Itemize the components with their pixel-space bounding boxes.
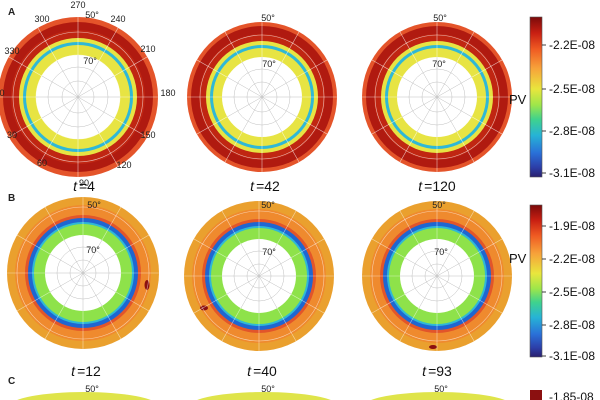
lon-tick-60: 60 bbox=[37, 158, 47, 168]
time-label-a1: t =4 bbox=[73, 178, 95, 194]
colorbar-a-label: PV bbox=[509, 92, 527, 107]
lon-tick-150: 150 bbox=[140, 130, 155, 140]
time-symbol: t bbox=[71, 363, 76, 379]
polar-plot-b2 bbox=[184, 201, 334, 351]
time-label-a2: t =42 bbox=[250, 178, 280, 194]
equals-sign: = bbox=[428, 363, 436, 379]
polar-plot-a3 bbox=[362, 22, 512, 172]
equals-sign: = bbox=[77, 363, 85, 379]
time-label-b3: t =93 bbox=[422, 363, 452, 379]
lon-tick-210: 210 bbox=[140, 44, 155, 54]
time-value: 4 bbox=[87, 178, 95, 194]
colorbar-b-tick-2: -2.2E-08 bbox=[549, 252, 595, 266]
colorbar-b-label: PV bbox=[509, 251, 527, 266]
polar-plot-c3 bbox=[371, 392, 505, 400]
lat-tick-70-a2: 70° bbox=[262, 59, 276, 69]
lon-tick-180: 180 bbox=[160, 88, 175, 98]
panel-b-plots bbox=[7, 197, 512, 351]
colorbar-b: -1.9E-08 -2.2E-08 -2.5E-08 -2.8E-08 -3.1… bbox=[509, 204, 595, 363]
lat-tick-70-a1: 70° bbox=[83, 56, 97, 66]
lon-tick-120: 120 bbox=[116, 160, 131, 170]
lat-tick-50-c3: 50° bbox=[434, 384, 448, 394]
lat-tick-50-a2: 50° bbox=[261, 13, 275, 23]
time-value: 42 bbox=[264, 178, 280, 194]
lat-tick-70-b3: 70° bbox=[434, 247, 448, 257]
time-value: 120 bbox=[432, 178, 456, 194]
lon-tick-90: 90 bbox=[79, 178, 89, 188]
time-symbol: t bbox=[73, 178, 78, 194]
polar-plot-b3 bbox=[362, 201, 512, 351]
time-label-b2: t =40 bbox=[247, 363, 277, 379]
colorbar-a-tick-3: -2.8E-08 bbox=[549, 124, 595, 138]
latitude-ticks-b: 50° 70° 50° 70° 50° 70° bbox=[86, 200, 448, 257]
time-symbol: t bbox=[250, 178, 255, 194]
polar-plot-b1 bbox=[7, 197, 159, 349]
latitude-ticks-a: 50° 70° 50° 70° 50° 70° bbox=[83, 10, 447, 69]
time-value: 12 bbox=[85, 363, 101, 379]
panel-c-plots: 50° 50° 50° bbox=[17, 384, 505, 400]
polar-plot-c2 bbox=[197, 392, 331, 400]
lat-tick-50-a1: 50° bbox=[85, 10, 99, 20]
colorbar-b-tick-4: -2.8E-08 bbox=[549, 318, 595, 332]
lon-tick-240: 240 bbox=[110, 14, 125, 24]
time-label-a3: t =120 bbox=[418, 178, 456, 194]
polar-plot-a1 bbox=[0, 17, 158, 177]
lat-tick-70-b2: 70° bbox=[262, 247, 276, 257]
lat-tick-50-b1: 50° bbox=[87, 200, 101, 210]
panel-c-label: C bbox=[8, 376, 15, 387]
panel-a-plots bbox=[0, 17, 512, 177]
equals-sign: = bbox=[424, 178, 432, 194]
colorbar-c-bar bbox=[530, 390, 542, 400]
equals-sign: = bbox=[253, 363, 261, 379]
panel-a-label: A bbox=[8, 7, 15, 18]
time-labels-b: t =12 t =40 t =93 bbox=[71, 363, 452, 379]
lon-tick-330: 330 bbox=[4, 46, 19, 56]
lon-tick-30: 30 bbox=[7, 130, 17, 140]
colorbar-b-tick-1: -1.9E-08 bbox=[549, 219, 595, 233]
lon-tick-300: 300 bbox=[34, 14, 49, 24]
polar-plot-a2 bbox=[187, 22, 337, 172]
lat-tick-50-b3: 50° bbox=[432, 200, 446, 210]
longitude-ticks: 270 240 210 180 150 120 90 60 30 0 330 3… bbox=[0, 0, 176, 188]
lat-tick-70-b1: 70° bbox=[86, 245, 100, 255]
panel-b-label: B bbox=[8, 193, 15, 204]
colorbar-b-bar bbox=[529, 204, 543, 358]
colorbar-c-tick-1: -1.85-08 bbox=[549, 390, 594, 400]
colorbar-b-tick-3: -2.5E-08 bbox=[549, 285, 595, 299]
lon-tick-0: 0 bbox=[0, 88, 5, 98]
time-label-b1: t =12 bbox=[71, 363, 101, 379]
lat-tick-50-a3: 50° bbox=[433, 13, 447, 23]
colorbar-a-bar bbox=[529, 16, 543, 178]
lat-tick-70-a3: 70° bbox=[432, 59, 446, 69]
equals-sign: = bbox=[256, 178, 264, 194]
time-value: 93 bbox=[436, 363, 452, 379]
colorbar-a-tick-1: -2.2E-08 bbox=[549, 38, 595, 52]
lon-tick-270: 270 bbox=[70, 0, 85, 10]
time-symbol: t bbox=[422, 363, 427, 379]
colorbar-a-tick-2: -2.5E-08 bbox=[549, 82, 595, 96]
colorbar-c: -1.85-08 bbox=[530, 390, 594, 400]
equals-sign: = bbox=[79, 178, 87, 194]
time-value: 40 bbox=[261, 363, 277, 379]
lat-tick-50-c1: 50° bbox=[85, 384, 99, 394]
colorbar-b-tick-5: -3.1E-08 bbox=[549, 349, 595, 363]
lat-tick-50-b2: 50° bbox=[261, 200, 275, 210]
colorbar-a: -2.2E-08 -2.5E-08 -2.8E-08 -3.1E-08 PV bbox=[509, 16, 595, 180]
lat-tick-50-c2: 50° bbox=[261, 384, 275, 394]
time-symbol: t bbox=[418, 178, 423, 194]
colorbar-a-tick-4: -3.1E-08 bbox=[549, 166, 595, 180]
polar-plot-c1 bbox=[17, 392, 151, 400]
time-symbol: t bbox=[247, 363, 252, 379]
time-labels-a: t =4 t =42 t =120 bbox=[73, 178, 456, 194]
